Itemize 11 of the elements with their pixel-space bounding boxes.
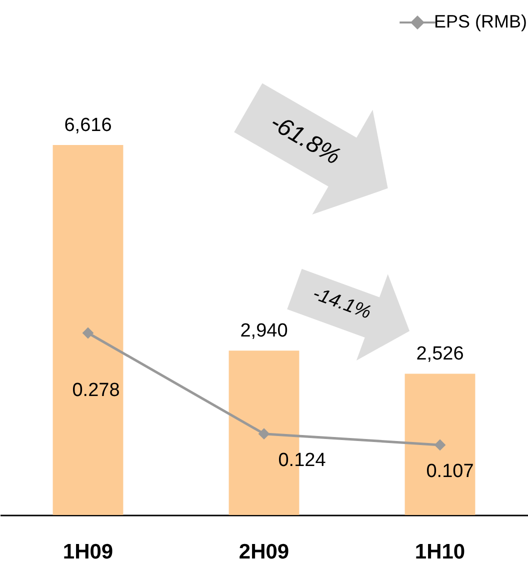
data-label: 0.278	[72, 380, 120, 401]
data-label: 2,526	[416, 344, 464, 365]
legend-label: EPS (RMB)	[434, 12, 528, 32]
data-label: 0.107	[426, 460, 474, 482]
x-tick-label: 1H09	[62, 540, 114, 564]
data-label: 6,616	[64, 115, 112, 136]
x-tick-label: 1H10	[414, 540, 466, 564]
annotation: -14.1%	[310, 283, 374, 324]
data-label: 0.124	[278, 450, 326, 471]
data-label: 2,940	[240, 320, 288, 342]
x-tick-label: 2H09	[238, 540, 290, 564]
